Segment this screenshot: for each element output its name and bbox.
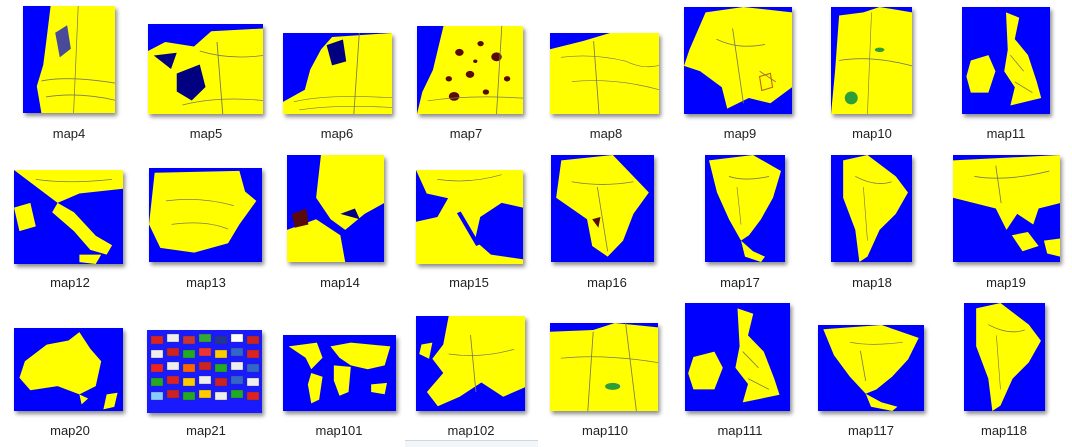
map-thumbnail: [283, 335, 396, 411]
map-thumbnail: [287, 155, 384, 262]
file-name: map9: [723, 126, 757, 141]
map-thumbnail: [23, 6, 115, 113]
file-name: map6: [320, 126, 354, 141]
file-name: map117: [847, 423, 894, 438]
file-name: map12: [50, 275, 90, 290]
map-thumbnail: [831, 155, 912, 262]
file-name: map14: [320, 275, 360, 290]
map-thumbnail: [818, 325, 924, 411]
file-name: map11: [986, 126, 1026, 141]
map-thumbnail: [550, 323, 658, 411]
map-thumbnail: [149, 168, 262, 262]
map-thumbnail: [684, 7, 792, 114]
file-name: map17: [720, 275, 760, 290]
file-name: map118: [980, 423, 1027, 438]
file-name: map18: [852, 275, 892, 290]
file-name: map15: [449, 275, 489, 290]
file-name: map111: [717, 423, 763, 438]
file-name: map16: [587, 275, 627, 290]
map-thumbnail: [550, 33, 659, 114]
map-thumbnail: [417, 26, 523, 114]
map-thumbnail: [962, 7, 1050, 114]
map-thumbnail: [964, 303, 1045, 411]
map-thumbnail: [831, 7, 912, 114]
file-name: map110: [581, 423, 628, 438]
file-name: map13: [186, 275, 226, 290]
file-name: map10: [852, 126, 892, 141]
file-name: map21: [186, 423, 226, 438]
file-name: map19: [986, 275, 1026, 290]
file-name: map101: [315, 423, 363, 438]
map-thumbnail: [147, 330, 262, 413]
map-thumbnail: [416, 170, 523, 264]
file-name: map20: [50, 423, 90, 438]
map-thumbnail: [14, 170, 123, 264]
file-name: map5: [189, 126, 223, 141]
file-name: map102: [447, 423, 495, 438]
scroll-edge-indicator: [405, 440, 538, 447]
map-thumbnail: [148, 24, 263, 114]
map-thumbnail: [705, 155, 785, 262]
map-thumbnail: [685, 303, 790, 411]
map-thumbnail: [551, 155, 654, 262]
map-thumbnail: [14, 328, 123, 411]
map-thumbnail: [416, 316, 525, 411]
file-name: map7: [449, 126, 483, 141]
map-thumbnail: [283, 33, 392, 114]
file-name: map4: [52, 126, 86, 141]
file-name: map8: [589, 126, 623, 141]
map-thumbnail: [953, 155, 1060, 262]
